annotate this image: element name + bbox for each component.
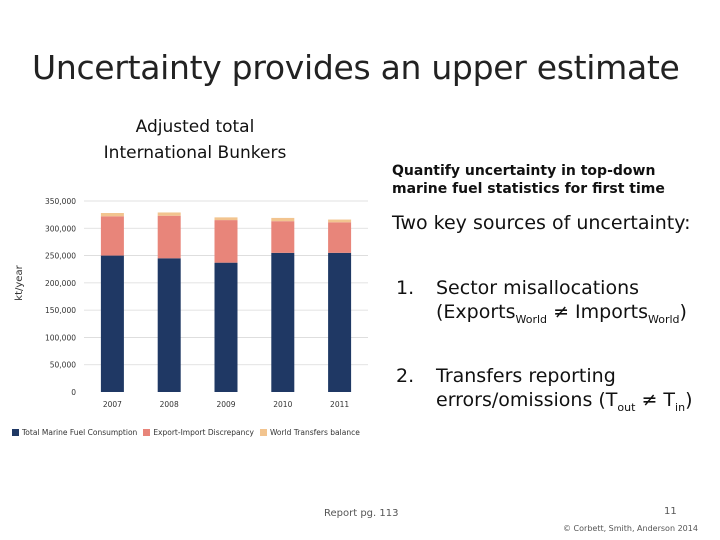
bar-segment — [328, 222, 352, 253]
subscript: out — [617, 400, 636, 414]
quantify-line-1: Quantify uncertainty in top-down — [392, 163, 656, 179]
bar-segment — [100, 216, 124, 256]
bar-segment — [271, 217, 295, 222]
list-item-line-1: Sector misallocations — [436, 277, 640, 299]
subscript: World — [515, 312, 548, 326]
y-tick-label: 0 — [71, 388, 76, 397]
text-part: (Exports — [436, 301, 516, 323]
bar-segment — [328, 219, 352, 223]
text-part: ≠ Imports — [547, 301, 649, 323]
legend-label: World Transfers balance — [269, 428, 360, 437]
y-tick-label: 250,000 — [45, 252, 76, 261]
bar-segment — [157, 212, 181, 216]
legend-item: Total Marine Fuel Consumption — [12, 428, 137, 437]
chart-title: Adjusted total International Bunkers — [80, 114, 310, 166]
list-item-line-1: Transfers reporting — [436, 365, 616, 387]
legend-label: Export-Import Discrepancy — [153, 428, 254, 437]
y-tick-label: 200,000 — [45, 279, 76, 288]
quantify-line-2: marine fuel statistics for first time — [392, 181, 665, 197]
legend-item: World Transfers balance — [259, 428, 360, 437]
bar-segment — [271, 221, 295, 253]
text-part: ) — [685, 389, 693, 411]
y-axis-label: kt/year — [14, 264, 25, 300]
subscript: in — [675, 400, 686, 414]
text-part: errors/omissions (T — [436, 389, 618, 411]
text-part: ≠ T — [635, 389, 676, 411]
legend-item: Export-Import Discrepancy — [143, 428, 254, 437]
legend-swatch — [12, 429, 19, 436]
y-tick-label: 350,000 — [45, 197, 76, 206]
legend-swatch — [143, 429, 151, 436]
y-axis-ticks: 0 50,000 100,000 150,000 200,000 250,000 300,0… — [45, 197, 76, 397]
list-number: 1. — [396, 277, 415, 299]
x-axis-labels: 2007 2008 2009 2010 2011 — [103, 400, 350, 409]
bar-segment — [271, 252, 295, 392]
x-tick-label: 2007 — [103, 400, 122, 409]
bar-segment — [328, 252, 352, 392]
list-item-line-2: errors/omissions (Tout ≠ Tin) — [436, 388, 693, 420]
bar-segment — [214, 262, 238, 392]
legend-swatch — [259, 429, 267, 436]
x-tick-label: 2008 — [160, 400, 179, 409]
bar-segment — [100, 255, 124, 392]
slide-title: Uncertainty provides an upper estimate — [32, 48, 680, 87]
chart-title-line-2: International Bunkers — [103, 143, 287, 163]
page-number: 11 — [664, 506, 677, 517]
y-tick-label: 100,000 — [45, 333, 76, 342]
chart-bars — [100, 212, 352, 392]
x-tick-label: 2009 — [216, 400, 235, 409]
x-tick-label: 2010 — [273, 400, 292, 409]
chart-title-line-1: Adjusted total — [135, 117, 255, 137]
list-number: 2. — [396, 365, 415, 387]
bar-segment — [157, 215, 181, 259]
stacked-bar-chart: 0 50,000 100,000 150,000 200,000 250,000 300,0… — [14, 197, 368, 409]
sources-heading: Two key sources of uncertainty: — [392, 212, 691, 234]
chart-legend: Total Marine Fuel Consumption Export-Impo… — [12, 428, 366, 437]
bar-segment — [157, 258, 181, 392]
report-reference: Report pg. 113 — [324, 508, 399, 519]
legend-label: Total Marine Fuel Consumption — [22, 428, 138, 437]
subscript: World — [648, 312, 680, 326]
list-item-line-2: (ExportsWorld ≠ ImportsWorld) — [436, 300, 687, 332]
y-tick-label: 50,000 — [50, 361, 76, 370]
bar-segment — [214, 217, 238, 221]
x-tick-label: 2011 — [330, 400, 349, 409]
quantify-text: Quantify uncertainty in top-down marine … — [392, 162, 712, 198]
y-tick-label: 150,000 — [45, 306, 76, 315]
copyright: © Corbett, Smith, Anderson 2014 — [563, 524, 698, 533]
bar-segment — [100, 213, 124, 217]
text-part: ) — [679, 301, 687, 323]
bar-segment — [214, 220, 238, 263]
y-tick-label: 300,000 — [45, 224, 76, 233]
